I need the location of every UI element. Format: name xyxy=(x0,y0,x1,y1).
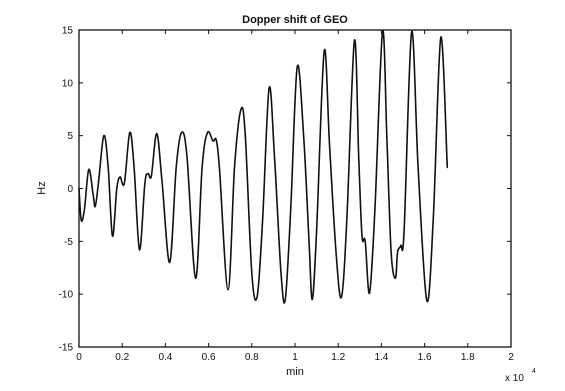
series-line xyxy=(78,30,449,304)
x-tick-label: 1.8 xyxy=(461,352,475,363)
x-axis-ticks: 0 0.2 0.4 0.6 0.8 1 1.2 1.4 1.6 1.8 2 xyxy=(76,30,514,363)
x-tick-label: 0 xyxy=(76,352,82,363)
y-axis-label: Hz xyxy=(36,181,48,194)
x-tick-label: 1 xyxy=(292,352,298,363)
x-tick-label: 1.2 xyxy=(331,352,345,363)
x-multiplier-exponent: 4 xyxy=(532,368,536,375)
x-tick-label: 0.2 xyxy=(115,352,129,363)
plot-area: 0 0.2 0.4 0.6 0.8 1 1.2 1.4 1.6 1.8 2 -15 -10 -5 0 5 10… xyxy=(59,26,515,364)
x-tick-label: 1.6 xyxy=(418,352,432,363)
x-tick-label: 0.4 xyxy=(158,352,172,363)
x-tick-label: 1.4 xyxy=(374,352,388,363)
y-tick-label: 10 xyxy=(62,78,74,89)
x-tick-label: 0.6 xyxy=(202,352,216,363)
chart-title: Dopper shift of GEO xyxy=(242,14,348,26)
x-tick-label: 0.8 xyxy=(245,352,259,363)
y-tick-label: 0 xyxy=(67,184,73,195)
x-tick-label: 2 xyxy=(508,352,514,363)
y-tick-label: -15 xyxy=(59,343,74,354)
x-axis-label: min xyxy=(286,366,304,378)
x-multiplier-base: x 10 xyxy=(505,373,524,384)
y-tick-label: 5 xyxy=(67,131,73,142)
y-tick-label: -10 xyxy=(59,290,74,301)
y-axis-ticks: -15 -10 -5 0 5 10 15 xyxy=(59,26,511,354)
x-axis-multiplier: x 10 4 xyxy=(505,368,536,384)
y-tick-label: 15 xyxy=(62,26,74,37)
y-tick-label: -5 xyxy=(64,237,73,248)
